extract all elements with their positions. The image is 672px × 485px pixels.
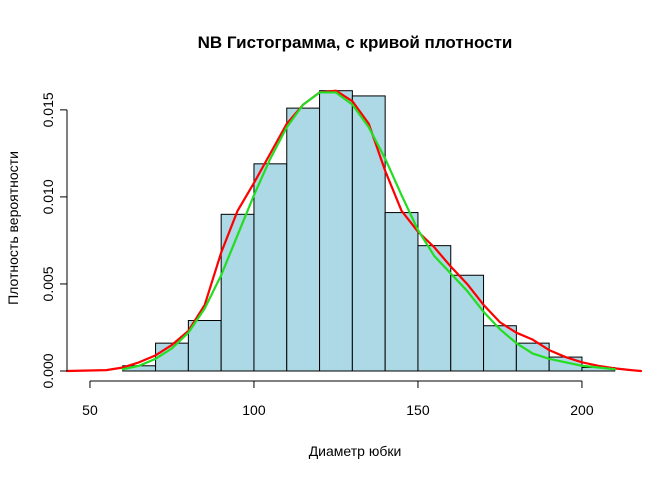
histogram-bar	[417, 245, 452, 372]
y-axis-label: Плотность вероятности	[5, 151, 21, 305]
histogram-bar	[351, 95, 386, 372]
y-tick-label: 0.010	[40, 179, 56, 214]
histogram-bar	[483, 325, 517, 372]
x-tick-label: 200	[570, 402, 594, 418]
density-curves	[65, 89, 643, 373]
y-tick-label: 0.005	[40, 266, 56, 301]
histogram-bar	[384, 212, 419, 372]
histogram-bar	[253, 163, 288, 372]
histogram-bar	[319, 90, 353, 372]
y-axis: 0.000 0.005 0.010 0.015	[40, 92, 68, 389]
density-curve-red	[65, 89, 643, 373]
x-axis-label: Диаметр юбки	[309, 443, 402, 459]
x-tick-label: 150	[406, 402, 430, 418]
x-tick-label: 100	[242, 402, 266, 418]
density-curve-green	[121, 91, 616, 371]
histogram-bar	[286, 107, 321, 372]
y-tick-label: 0.000	[40, 353, 56, 388]
x-axis: 50 100 150 200	[82, 380, 594, 418]
histogram-bars	[122, 90, 616, 372]
x-tick-label: 50	[82, 402, 98, 418]
histogram-bar	[187, 320, 222, 372]
chart-title: NB Гистограмма, с кривой плотности	[198, 33, 513, 52]
y-tick-label: 0.015	[40, 92, 56, 127]
